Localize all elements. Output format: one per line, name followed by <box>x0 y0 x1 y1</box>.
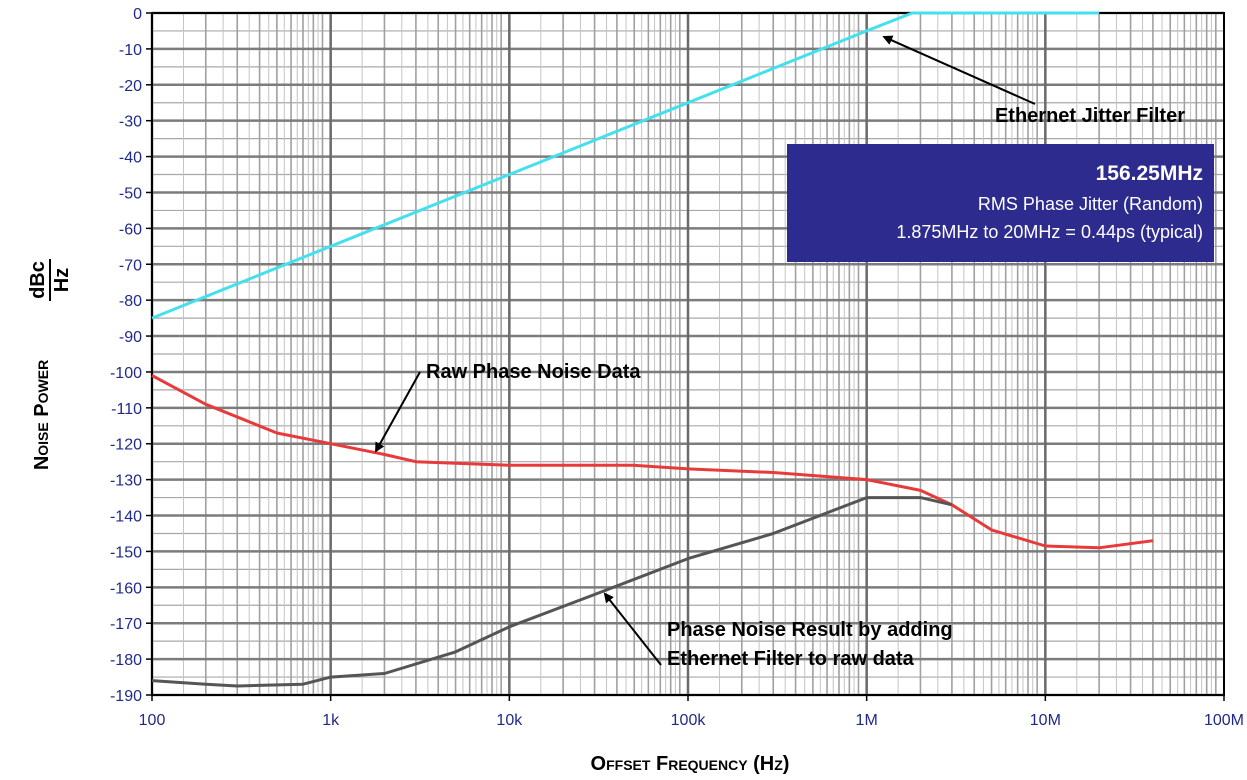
info-box-background <box>787 144 1214 262</box>
y-tick-label: 0 <box>133 6 142 23</box>
y-tick-label: -30 <box>119 114 142 131</box>
y-tick-label: -110 <box>111 401 142 418</box>
info-box-title: 156.25MHz <box>1096 162 1203 185</box>
series-line-2 <box>151 496 953 688</box>
y-tick-label: -170 <box>110 616 142 633</box>
info-box: 156.25MHz RMS Phase Jitter (Random) 1.87… <box>787 144 1214 262</box>
info-box-line1: RMS Phase Jitter (Random) <box>978 194 1203 214</box>
y-axis-title: Noise Power dBc Hz <box>27 259 73 470</box>
info-box-line2: 1.875MHz to 20MHz = 0.44ps (typical) <box>896 222 1203 242</box>
y-tick-label: -70 <box>119 257 142 274</box>
annotation-arrow <box>375 371 421 453</box>
x-tick-label: 1k <box>322 712 340 729</box>
y-tick-label: -120 <box>110 437 142 454</box>
y-axis-title-main: Noise Power <box>31 360 53 470</box>
x-axis-title: Offset Frequency (Hz) <box>591 753 790 775</box>
annotation-arrow <box>882 35 1036 105</box>
y-tick-label: -50 <box>119 185 142 202</box>
y-tick-label: -100 <box>110 365 142 382</box>
x-tick-label: 10k <box>496 712 523 729</box>
y-axis-unit-denominator: Hz <box>51 268 73 292</box>
x-tick-label: 100k <box>671 712 707 729</box>
annotation-arrow <box>603 592 662 666</box>
y-tick-label: -140 <box>110 509 142 526</box>
annotation-label: Raw Phase Noise Data <box>426 361 641 383</box>
annotation-label: Ethernet Jitter Filter <box>995 105 1185 127</box>
x-tick-label: 100 <box>139 712 166 729</box>
y-tick-label: -40 <box>119 150 142 167</box>
y-tick-label: -90 <box>119 329 142 346</box>
x-tick-label: 100M <box>1204 712 1244 729</box>
series-line-1 <box>151 374 1154 550</box>
x-tick-label: 10M <box>1030 712 1061 729</box>
y-tick-label: -190 <box>110 688 142 705</box>
y-tick-label: -130 <box>110 473 142 490</box>
y-tick-label: -80 <box>119 293 142 310</box>
series-line-0 <box>151 11 1100 320</box>
y-tick-label: -150 <box>110 544 142 561</box>
y-tick-label: -10 <box>119 42 142 59</box>
x-tick-label: 1M <box>856 712 878 729</box>
annotation-label: Ethernet Filter to raw data <box>667 648 915 670</box>
y-tick-label: -160 <box>110 580 142 597</box>
annotation-label: Phase Noise Result by adding <box>667 619 953 641</box>
y-tick-label: -180 <box>110 652 142 669</box>
y-tick-label: -20 <box>119 78 142 95</box>
y-axis-unit-numerator: dBc <box>27 261 49 299</box>
y-tick-label: -60 <box>119 221 142 238</box>
